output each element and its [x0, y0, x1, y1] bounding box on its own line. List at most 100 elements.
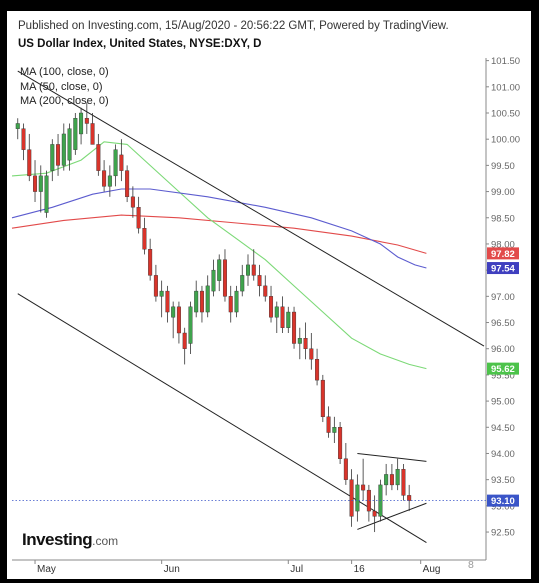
y-tick-label: 98.50: [491, 213, 515, 224]
price-badge: 97.54: [487, 262, 519, 275]
candle-body: [182, 332, 187, 349]
candle: [222, 249, 227, 302]
candle: [263, 275, 268, 302]
candle-body: [44, 175, 49, 213]
candle: [153, 264, 158, 302]
candle: [303, 322, 308, 360]
candle-body: [113, 149, 118, 177]
candle-body: [297, 338, 302, 344]
candle-body: [130, 196, 135, 208]
candle-body: [384, 474, 389, 486]
candle: [136, 196, 141, 234]
candle: [240, 264, 245, 297]
candle: [349, 469, 354, 527]
candle: [309, 333, 314, 370]
candle-body: [274, 306, 279, 318]
moving-averages: [11, 141, 427, 370]
price-badge-bg: [487, 494, 519, 507]
investing-logo: Investing.com: [22, 530, 118, 550]
candle-body: [165, 290, 170, 313]
candle: [338, 422, 343, 464]
legend-item-ma50: MA (50, close, 0): [20, 81, 103, 93]
candle-body: [332, 427, 337, 433]
y-tick-label: 93.50: [491, 475, 515, 486]
candle: [361, 458, 366, 501]
candle: [234, 285, 239, 318]
candle-body: [176, 306, 181, 334]
legend-item-ma200: MA (200, close, 0): [20, 95, 109, 107]
price-badge-label: 93.10: [491, 496, 515, 507]
candle: [286, 306, 291, 333]
price-badges: 97.82 97.54 95.62 93.10: [487, 247, 519, 507]
candle-body: [102, 170, 107, 187]
candle: [130, 186, 135, 218]
candle-body: [389, 474, 394, 486]
candle: [384, 463, 389, 496]
candle: [73, 113, 78, 155]
candle: [148, 238, 153, 281]
candle-body: [372, 510, 377, 517]
candle-body: [407, 495, 412, 501]
candle-body: [286, 311, 291, 328]
candle-body: [355, 484, 360, 512]
price-badge: 93.10: [487, 494, 519, 507]
candle: [217, 254, 222, 292]
candle-body: [50, 144, 55, 171]
candle-body: [326, 416, 331, 433]
candle-body: [171, 306, 176, 318]
x-tick-label: May: [37, 564, 56, 575]
candle-body: [349, 479, 354, 517]
candle: [15, 118, 20, 140]
candle-body: [338, 427, 343, 459]
candle-body: [240, 275, 245, 292]
candle-body: [395, 468, 400, 486]
candle-body: [228, 296, 233, 313]
triangle-bottom-line: [357, 502, 427, 530]
y-tick-label: 95.50: [491, 370, 515, 381]
candle-body: [159, 290, 164, 297]
candle: [194, 280, 199, 318]
candle: [251, 249, 256, 281]
y-tick-label: 96.50: [491, 318, 515, 329]
ma-line-1: [11, 141, 427, 370]
candle-body: [303, 338, 308, 349]
y-tick-label: 93.00: [491, 501, 515, 512]
candle-body: [33, 175, 38, 192]
candle-body: [263, 285, 268, 297]
candle: [102, 160, 107, 192]
y-tick-label: 100.00: [491, 135, 520, 146]
y-tick-label: 92.50: [491, 528, 515, 539]
candle-body: [90, 123, 95, 145]
upper-channel-line: [17, 70, 485, 347]
candle: [211, 259, 216, 297]
candle-body: [153, 275, 158, 297]
y-axis-ticks: 101.50 101.00 100.50 100.00 99.50 99.00 98.50 9…: [486, 56, 520, 539]
candle-body: [217, 259, 222, 281]
x-axis-ticks: May Jun Jul 16 Aug: [34, 560, 441, 575]
candle: [56, 133, 61, 176]
y-tick-label: 101.50: [491, 56, 520, 67]
candle-body: [257, 275, 262, 287]
candle: [125, 165, 130, 203]
y-tick-label: 98.00: [491, 239, 515, 250]
candle-body: [79, 112, 84, 135]
candle: [343, 443, 348, 485]
price-badge-label: 95.62: [491, 364, 515, 375]
candle: [280, 296, 285, 333]
candle: [96, 133, 101, 176]
candle: [326, 406, 331, 438]
candle: [355, 474, 360, 522]
candle: [176, 301, 181, 344]
candle-body: [343, 458, 348, 480]
candle-body: [96, 144, 101, 171]
chart-title: US Dollar Index, United States, NYSE:DXY…: [18, 38, 262, 50]
candle-body: [280, 306, 285, 328]
chart-panel: [7, 11, 531, 579]
candle-body: [27, 149, 32, 177]
candle: [107, 165, 112, 197]
candle: [372, 495, 377, 533]
candle: [257, 264, 262, 297]
x-tick-label: Aug: [423, 564, 441, 575]
candle-body: [73, 118, 78, 150]
candle: [269, 285, 274, 323]
